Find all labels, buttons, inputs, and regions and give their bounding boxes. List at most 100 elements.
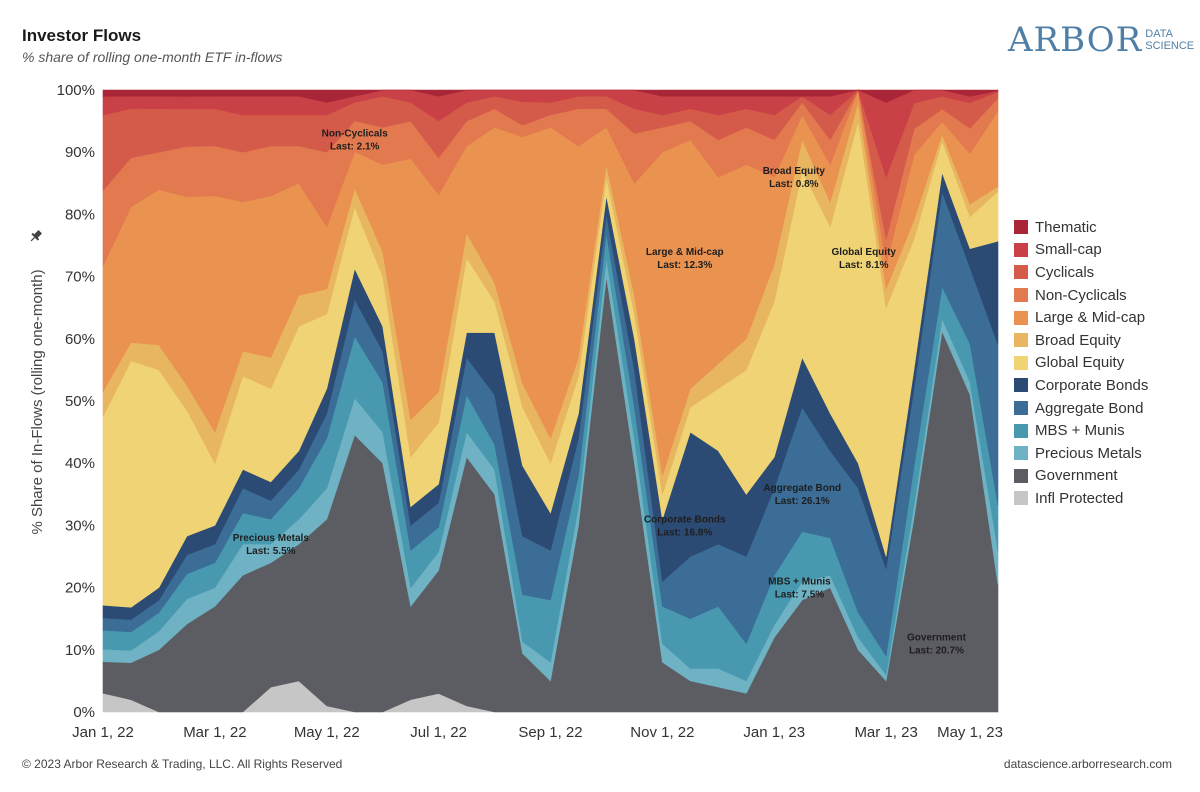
annotation-series-label: Corporate Bonds	[644, 514, 726, 525]
legend-swatch	[1014, 423, 1028, 438]
legend-item-thematic[interactable]: Thematic	[1014, 216, 1148, 239]
annotation-precious-metals: Precious Metals Last: 5.5%	[233, 533, 310, 557]
legend-item-government[interactable]: Government	[1014, 465, 1148, 488]
annotation-series-label: Broad Equity	[763, 166, 826, 177]
area-series-group	[102, 88, 999, 713]
annotation-last-value: Last: 16.8%	[657, 527, 712, 538]
area-thematic[interactable]	[102, 89, 999, 103]
logo-sub-top: DATA	[1145, 28, 1173, 41]
legend-swatch	[1014, 220, 1028, 235]
source-url[interactable]: datascience.arborresearch.com	[1003, 757, 1172, 771]
y-tick-label: 30%	[65, 517, 95, 534]
legend-swatch	[1014, 468, 1028, 483]
legend-swatch	[1014, 401, 1028, 416]
legend-item-non-cyclicals[interactable]: Non-Cyclicals	[1014, 284, 1148, 307]
annotation-broad-equity: Broad Equity Last: 0.8%	[763, 166, 826, 190]
x-tick-label: May 1, 22	[294, 724, 360, 741]
legend-swatch	[1014, 265, 1028, 280]
annotation-series-label: Global Equity	[832, 247, 897, 258]
y-tick-label: 80%	[65, 206, 95, 223]
legend-label: Government	[1035, 467, 1118, 485]
logo-sub-bottom: SCIENCE	[1145, 40, 1195, 52]
annotation-last-value: Last: 26.1%	[775, 496, 830, 507]
logo-main-text: ARBOR	[1008, 20, 1143, 60]
x-tick-label: Jan 1, 22	[72, 724, 134, 741]
y-tick-label: 0%	[73, 704, 95, 721]
legend-item-cyclicals[interactable]: Cyclicals	[1014, 261, 1148, 284]
annotation-last-value: Last: 0.8%	[769, 179, 819, 190]
y-tick-label: 20%	[65, 580, 95, 597]
y-tick-label: 60%	[65, 331, 95, 348]
legend-swatch	[1014, 288, 1028, 303]
annotation-global-equity: Global Equity Last: 8.1%	[832, 247, 897, 271]
annotation-last-value: Last: 2.1%	[330, 142, 380, 153]
legend-label: Cyclicals	[1035, 263, 1095, 281]
legend-label: Small-cap	[1035, 241, 1102, 259]
annotation-government: Government Last: 20.7%	[907, 632, 967, 656]
legend-swatch	[1014, 491, 1028, 506]
annotation-series-label: Government	[907, 632, 967, 643]
annotation-series-label: Aggregate Bond	[763, 483, 841, 494]
annotation-aggregate-bond: Aggregate Bond Last: 26.1%	[763, 483, 841, 507]
annotation-series-label: Non-Cyclicals	[322, 129, 389, 140]
x-tick-label: Jul 1, 22	[410, 724, 467, 741]
pin-icon[interactable]	[28, 229, 44, 245]
annotation-last-value: Last: 8.1%	[839, 260, 889, 271]
legend-item-aggregate-bond[interactable]: Aggregate Bond	[1014, 397, 1148, 420]
x-tick-label: Mar 1, 22	[183, 724, 246, 741]
legend-swatch	[1014, 378, 1028, 393]
annotation-mbs-munis: MBS + Munis Last: 7.5%	[768, 576, 831, 600]
chart-title: Investor Flows	[22, 26, 142, 45]
legend-swatch	[1014, 446, 1028, 461]
legend-item-global-equity[interactable]: Global Equity	[1014, 352, 1148, 375]
legend-item-precious-metals[interactable]: Precious Metals	[1014, 442, 1148, 465]
legend-item-corporate-bonds[interactable]: Corporate Bonds	[1014, 374, 1148, 397]
y-tick-label: 100%	[57, 82, 95, 99]
annotation-series-label: Large & Mid-cap	[646, 247, 724, 258]
y-tick-label: 10%	[65, 642, 95, 659]
legend-label: MBS + Munis	[1035, 422, 1125, 440]
annotation-last-value: Last: 7.5%	[775, 589, 825, 600]
legend-swatch	[1014, 242, 1028, 257]
legend-item-broad-equity[interactable]: Broad Equity	[1014, 329, 1148, 352]
legend-item-large-mid-cap[interactable]: Large & Mid-cap	[1014, 306, 1148, 329]
annotation-last-value: Last: 20.7%	[909, 645, 964, 656]
legend-label: Global Equity	[1035, 354, 1125, 372]
y-tick-label: 70%	[65, 269, 95, 286]
legend-swatch	[1014, 355, 1028, 370]
x-tick-label: Jan 1, 23	[743, 724, 805, 741]
y-tick-label: 40%	[65, 455, 95, 472]
logo-sub-text: DATA SCIENCE	[1145, 29, 1194, 52]
arbor-logo: ARBOR DATA SCIENCE	[1008, 20, 1194, 60]
annotation-corporate-bonds: Corporate Bonds Last: 16.8%	[644, 514, 726, 538]
legend-item-infl-protected[interactable]: Infl Protected	[1014, 487, 1148, 510]
legend-swatch	[1014, 333, 1028, 348]
x-tick-label: Mar 1, 23	[854, 724, 917, 741]
legend-item-mbs-munis[interactable]: MBS + Munis	[1014, 419, 1148, 442]
x-tick-label: May 1, 23	[937, 724, 1003, 741]
annotation-series-label: MBS + Munis	[768, 576, 831, 587]
chart-subtitle: % share of rolling one-month ETF in-flow…	[22, 49, 283, 65]
y-axis-ticks: 0% 10% 20% 30% 40% 50% 60% 70% 80% 90% 100%	[57, 82, 95, 721]
legend-label: Large & Mid-cap	[1035, 309, 1146, 327]
x-tick-label: Sep 1, 22	[518, 724, 582, 741]
copyright-text: © 2023 Arbor Research & Trading, LLC. Al…	[22, 757, 343, 771]
annotation-series-label: Precious Metals	[233, 533, 310, 544]
legend-swatch	[1014, 310, 1028, 325]
legend-label: Thematic	[1035, 218, 1097, 236]
y-axis-label: % Share of In-Flows (rolling one-month)	[29, 269, 46, 534]
x-tick-label: Nov 1, 22	[630, 724, 694, 741]
legend-label: Non-Cyclicals	[1035, 286, 1127, 304]
y-tick-label: 90%	[65, 144, 95, 161]
x-axis-ticks: Jan 1, 22 Mar 1, 22 May 1, 22 Jul 1, 22 Sep …	[72, 724, 1003, 741]
chart-legend: Thematic Small-cap Cyclicals Non-Cyclicals L…	[1014, 216, 1148, 510]
legend-label: Infl Protected	[1035, 489, 1124, 507]
y-tick-label: 50%	[65, 393, 95, 410]
legend-label: Broad Equity	[1035, 331, 1121, 349]
annotation-large-mid-cap: Large & Mid-cap Last: 12.3%	[646, 247, 724, 271]
annotation-last-value: Last: 12.3%	[657, 260, 712, 271]
legend-label: Aggregate Bond	[1035, 399, 1144, 417]
legend-label: Corporate Bonds	[1035, 376, 1149, 394]
legend-item-small-cap[interactable]: Small-cap	[1014, 239, 1148, 262]
annotation-non-cyclicals: Non-Cyclicals Last: 2.1%	[322, 129, 389, 153]
